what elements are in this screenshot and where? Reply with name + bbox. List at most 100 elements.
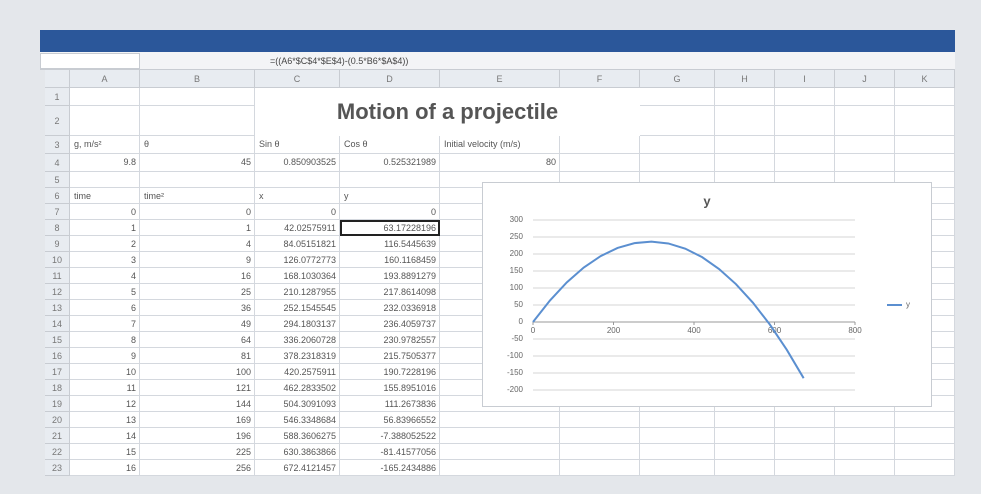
cell-text: 9 [140, 252, 255, 268]
y-tick-label: 0 [519, 317, 524, 326]
cell [140, 106, 255, 136]
cell [440, 460, 560, 476]
cell [640, 412, 715, 428]
cell [640, 444, 715, 460]
y-tick-label: 100 [510, 283, 524, 292]
cell [440, 412, 560, 428]
cell-text: 4 [70, 268, 140, 284]
cell [715, 136, 775, 154]
cell-text: 14 [70, 428, 140, 444]
sheet-title: Motion of a projectile [255, 88, 640, 136]
cell-text: 12 [70, 396, 140, 412]
y-tick-label: -50 [511, 334, 523, 343]
cell [775, 106, 835, 136]
y-tick-label: 200 [510, 249, 524, 258]
cell-text: 232.0336918 [340, 300, 440, 316]
cell-text: 420.2575911 [255, 364, 340, 380]
cell-text: 3 [70, 252, 140, 268]
cell-text: 42.02575911 [255, 220, 340, 236]
cell-text: x [255, 188, 340, 204]
cell-text: 0 [340, 204, 440, 220]
cell [70, 88, 140, 106]
cell-text: 64 [140, 332, 255, 348]
cell-text: θ [140, 136, 255, 152]
cell [715, 460, 775, 476]
cell-text: 215.7505377 [340, 348, 440, 364]
cell-text: Initial velocity (m/s) [440, 136, 560, 152]
cell-text: 0.850903525 [255, 154, 340, 170]
row-header: 18 [45, 380, 70, 396]
selected-cell[interactable] [340, 220, 440, 236]
column-header: F [560, 70, 640, 88]
cell-text: 11 [70, 380, 140, 396]
cell [835, 444, 895, 460]
column-header: H [715, 70, 775, 88]
cell [835, 154, 895, 172]
cell-text: 16 [70, 460, 140, 476]
row-header: 1 [45, 88, 70, 106]
cell [835, 136, 895, 154]
cell [560, 460, 640, 476]
cell-text: 8 [70, 332, 140, 348]
cell-text: 126.0772773 [255, 252, 340, 268]
cell [560, 428, 640, 444]
cell [835, 106, 895, 136]
cell-text: 16 [140, 268, 255, 284]
cell [895, 412, 955, 428]
cell [895, 88, 955, 106]
cell-text: 236.4059737 [340, 316, 440, 332]
chart-title: y [703, 193, 711, 208]
column-header: J [835, 70, 895, 88]
cell [835, 460, 895, 476]
cell-text: 45 [140, 154, 255, 170]
cell-text: 190.7228196 [340, 364, 440, 380]
cell-text: 100 [140, 364, 255, 380]
cell-text: 4 [140, 236, 255, 252]
cell [775, 460, 835, 476]
cell-text: 160.1168459 [340, 252, 440, 268]
cell-text: 588.3606275 [255, 428, 340, 444]
cell [255, 172, 340, 188]
row-header: 22 [45, 444, 70, 460]
cell-text: 462.2833502 [255, 380, 340, 396]
cell-text: 0 [140, 204, 255, 220]
cell [140, 172, 255, 188]
x-tick-label: 400 [687, 326, 701, 335]
cell-text: Sin θ [255, 136, 340, 152]
cell-text: -81.41577056 [340, 444, 440, 460]
cell-text: 672.4121457 [255, 460, 340, 476]
cell [440, 444, 560, 460]
cell [895, 444, 955, 460]
row-header: 12 [45, 284, 70, 300]
cell-text: 546.3348684 [255, 412, 340, 428]
y-tick-label: -200 [507, 385, 524, 394]
cell-text: 111.2673836 [340, 396, 440, 412]
cell-text: 230.9782557 [340, 332, 440, 348]
cell [640, 88, 715, 106]
row-header: 13 [45, 300, 70, 316]
column-header: D [340, 70, 440, 88]
row-header: 9 [45, 236, 70, 252]
row-header: 21 [45, 428, 70, 444]
cell-text: 210.1287955 [255, 284, 340, 300]
cell-text: 9.8 [70, 154, 140, 170]
cell-text: 25 [140, 284, 255, 300]
cell-text: 0 [70, 204, 140, 220]
cell-text: -7.388052522 [340, 428, 440, 444]
cell [560, 136, 640, 154]
cell-text: 84.05151821 [255, 236, 340, 252]
cell [715, 154, 775, 172]
cell-text: 256 [140, 460, 255, 476]
cell [560, 444, 640, 460]
cell [640, 154, 715, 172]
cell-text: 193.8891279 [340, 268, 440, 284]
corner-header [45, 70, 70, 88]
cell [70, 106, 140, 136]
cell-text: 81 [140, 348, 255, 364]
x-tick-label: 800 [848, 326, 862, 335]
cell [715, 444, 775, 460]
cell-text: 169 [140, 412, 255, 428]
cell-text: 0 [255, 204, 340, 220]
row-header: 16 [45, 348, 70, 364]
